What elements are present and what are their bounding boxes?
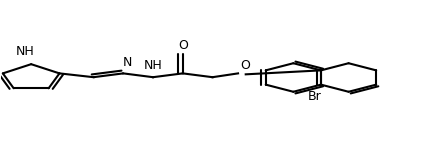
Text: NH: NH xyxy=(144,59,162,72)
Text: O: O xyxy=(178,40,188,52)
Text: O: O xyxy=(240,59,250,72)
Text: Br: Br xyxy=(308,90,321,103)
Text: N: N xyxy=(123,56,132,69)
Text: NH: NH xyxy=(15,45,34,58)
